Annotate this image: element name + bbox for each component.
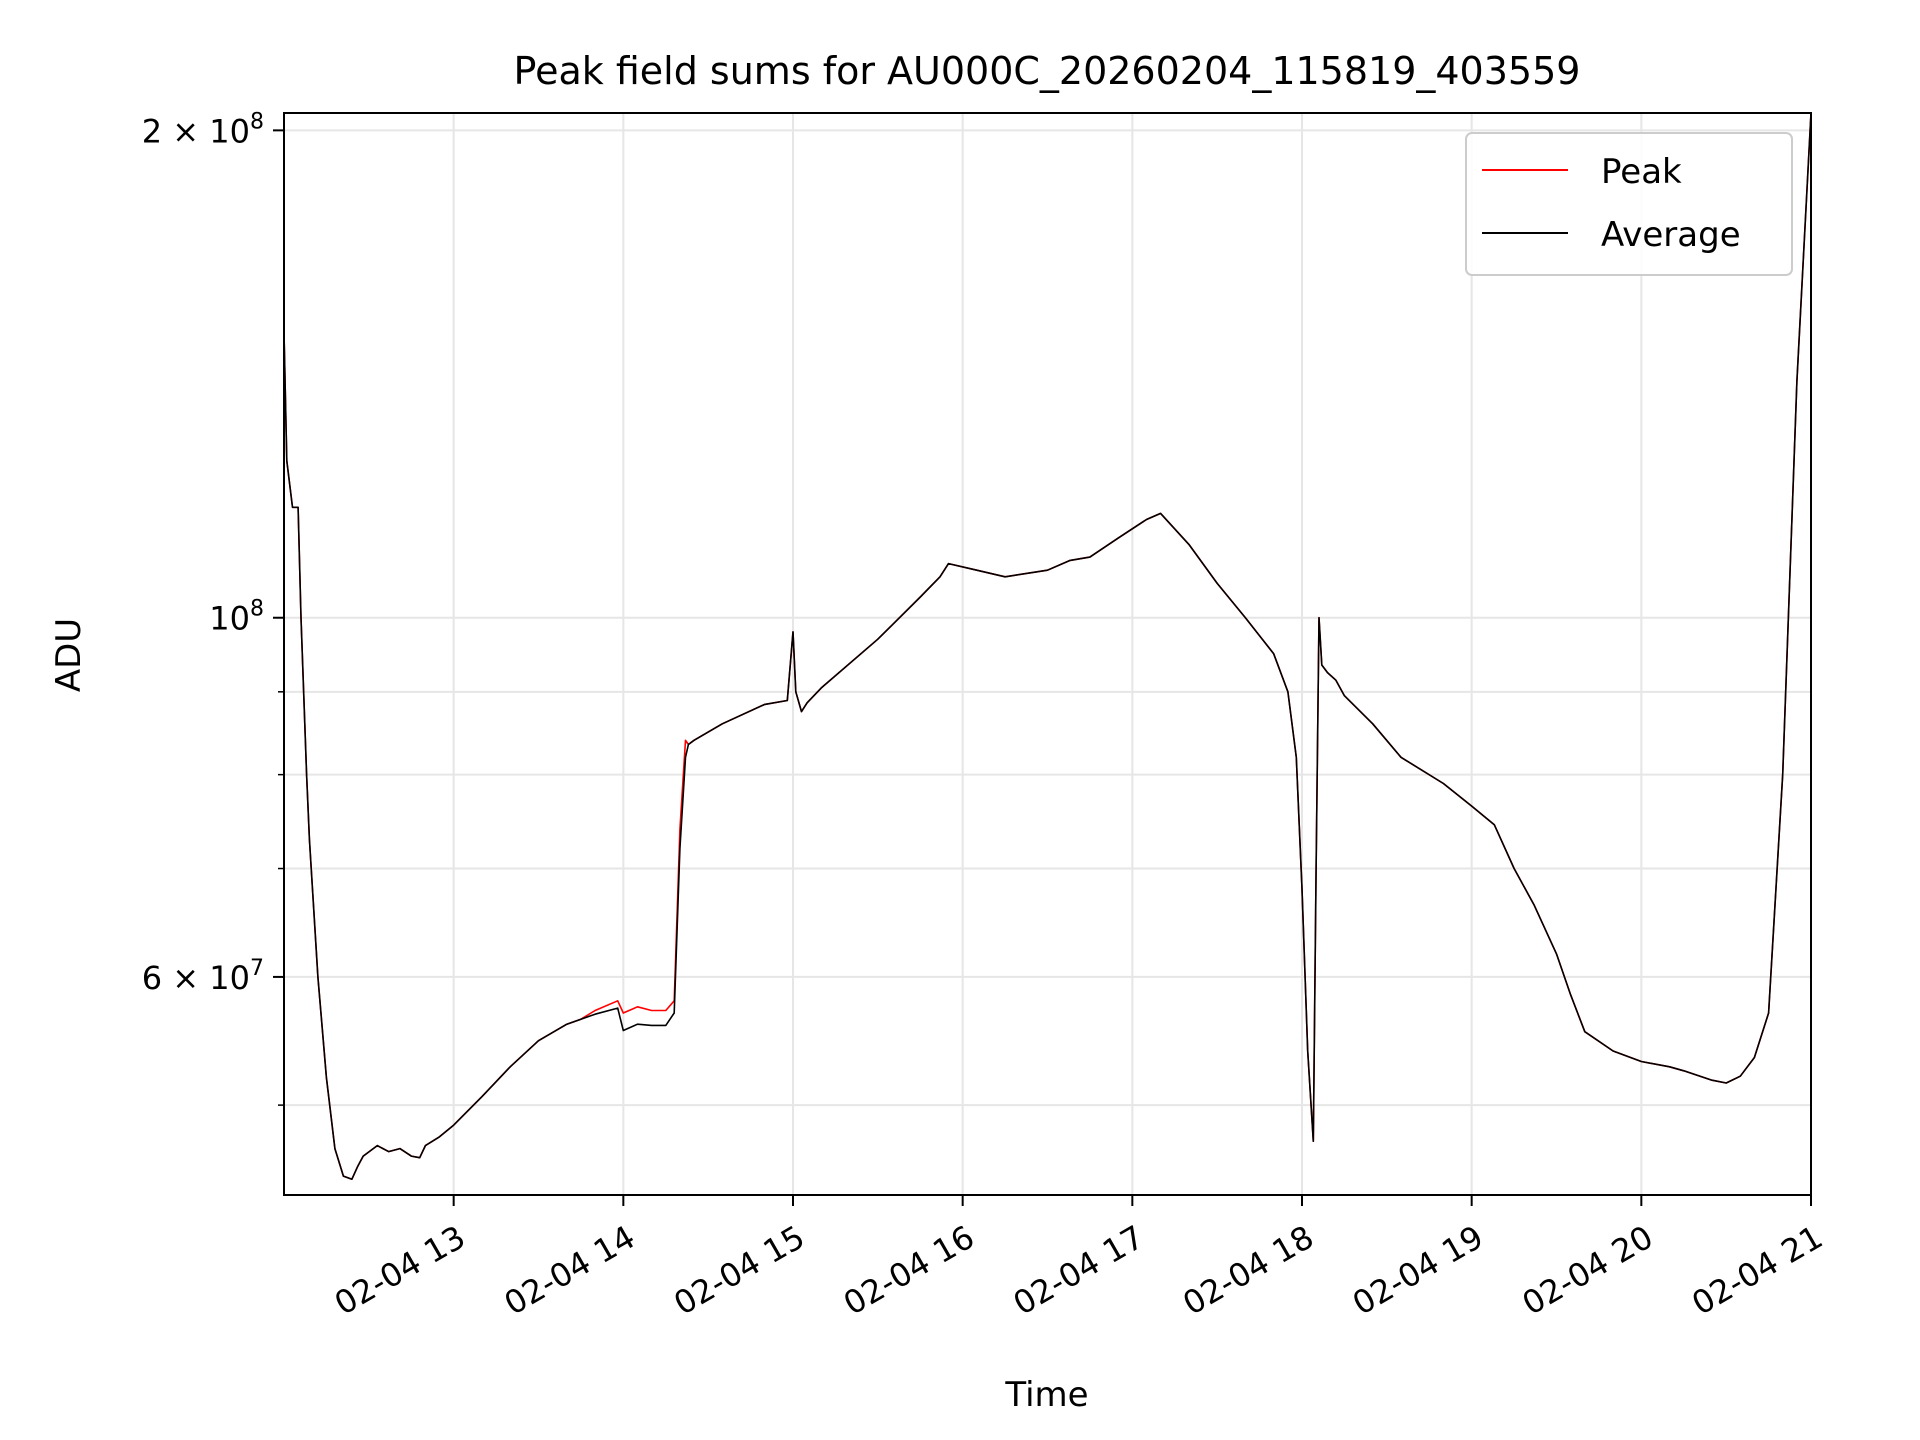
average-series-line — [283, 112, 1812, 1180]
y-tick-label: 6 × 107 — [142, 956, 264, 997]
x-axis-label: Time — [1004, 1375, 1088, 1415]
y-axis-label: ADU — [49, 618, 89, 692]
chart-title: Peak field sums for AU000C_20260204_1158… — [514, 49, 1581, 93]
legend: Peak Average — [1465, 132, 1793, 276]
legend-box — [1465, 132, 1793, 276]
y-tick-label: 2 × 108 — [142, 109, 264, 150]
legend-peak-label: Peak — [1601, 152, 1682, 192]
y-axis: 2 × 108 108 6 × 107 — [142, 109, 284, 1106]
legend-average-label: Average — [1601, 215, 1741, 255]
plot-frame — [283, 112, 1812, 1196]
series-layer — [283, 112, 1812, 1180]
y-tick-label: 108 — [209, 597, 264, 638]
